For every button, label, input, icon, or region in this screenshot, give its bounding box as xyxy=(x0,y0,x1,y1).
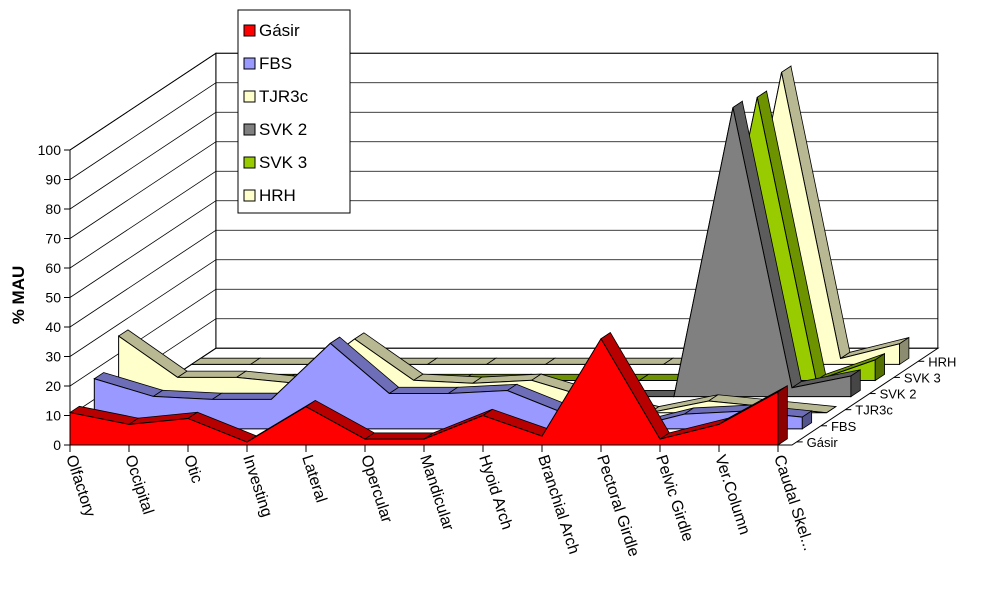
y-tick-label: 0 xyxy=(53,437,61,453)
gridline-side xyxy=(69,259,217,357)
series-top-surface xyxy=(363,432,435,440)
depth-axis-label: SVK 3 xyxy=(904,370,941,385)
legend-swatch xyxy=(243,189,256,202)
series-top-surface xyxy=(190,357,262,365)
legend-swatch xyxy=(243,57,256,70)
x-tick-label: Occipital xyxy=(121,453,156,517)
depth-axis-label: FBS xyxy=(831,419,857,434)
y-axis-label: % MAU xyxy=(9,266,28,325)
y-tick-label: 10 xyxy=(45,408,61,424)
y-tick-label: 90 xyxy=(45,172,61,188)
y-tick-label: 70 xyxy=(45,231,61,247)
series-front-face xyxy=(69,337,779,446)
legend-entry-label: FBS xyxy=(259,54,292,73)
y-tick-label: 20 xyxy=(45,378,61,394)
y-tick-label: 100 xyxy=(38,142,62,158)
legend-entry-label: SVK 2 xyxy=(259,120,307,139)
gridline-side xyxy=(69,111,217,210)
gridline-side xyxy=(69,141,217,239)
y-tick-label: 30 xyxy=(45,349,61,365)
x-tick-label: Ver.Column xyxy=(711,453,753,537)
legend-swatch xyxy=(243,90,256,103)
series-end-cap xyxy=(801,410,813,430)
x-tick-label: Hyoid Arch xyxy=(475,453,515,532)
legend-box xyxy=(237,9,351,214)
series-0 xyxy=(68,332,788,446)
gridline-side xyxy=(69,288,217,387)
series-end-cap xyxy=(826,406,837,414)
gridline-side xyxy=(69,82,217,180)
depth-axis-label: Gásir xyxy=(807,435,839,450)
x-tick-label: Opercular xyxy=(357,453,395,526)
y-tick-label: 80 xyxy=(45,201,61,217)
series-end-cap xyxy=(850,369,861,398)
legend-entry-label: TJR3c xyxy=(259,87,309,106)
y-tick-label: 50 xyxy=(45,290,61,306)
series-top-surface xyxy=(387,386,459,394)
depth-axis-label: TJR3c xyxy=(855,403,893,418)
depth-axis-label: HRH xyxy=(928,354,956,369)
legend-swatch xyxy=(243,156,256,169)
series-top-surface xyxy=(426,357,498,365)
series-end-cap xyxy=(874,352,885,382)
series-top-surface xyxy=(210,392,282,400)
x-tick-label: Investing xyxy=(239,453,275,519)
x-tick-label: Caudal Skel... xyxy=(770,453,817,553)
series-end-cap xyxy=(899,336,910,366)
series-top-surface xyxy=(485,357,557,365)
x-tick-label: Olfactory xyxy=(62,453,98,519)
x-tick-label: Branchial Arch xyxy=(534,453,582,556)
gridline-side xyxy=(69,200,217,298)
y-tick-label: 60 xyxy=(45,260,61,276)
x-tick-label: Pelvic Girdle xyxy=(652,453,696,544)
y-tick-label: 40 xyxy=(45,319,61,335)
x-tick-label: Mandicular xyxy=(416,453,457,533)
legend-entry-label: Gásir xyxy=(259,21,300,40)
depth-axis-label: SVK 2 xyxy=(880,387,917,402)
x-tick-label: Lateral xyxy=(298,453,329,505)
series-top-surface xyxy=(176,370,248,378)
legend-swatch xyxy=(243,123,256,136)
legend-swatch xyxy=(243,24,256,37)
series-end-cap xyxy=(777,384,788,446)
gridline-side xyxy=(69,229,217,328)
legend-entry-label: HRH xyxy=(259,186,296,205)
x-tick-label: Pectoral Girdle xyxy=(593,453,642,559)
legend-entry-label: SVK 3 xyxy=(259,153,307,172)
gridline-side xyxy=(69,170,217,269)
x-tick-label: Otic xyxy=(180,453,205,485)
gridline-side xyxy=(69,52,217,151)
